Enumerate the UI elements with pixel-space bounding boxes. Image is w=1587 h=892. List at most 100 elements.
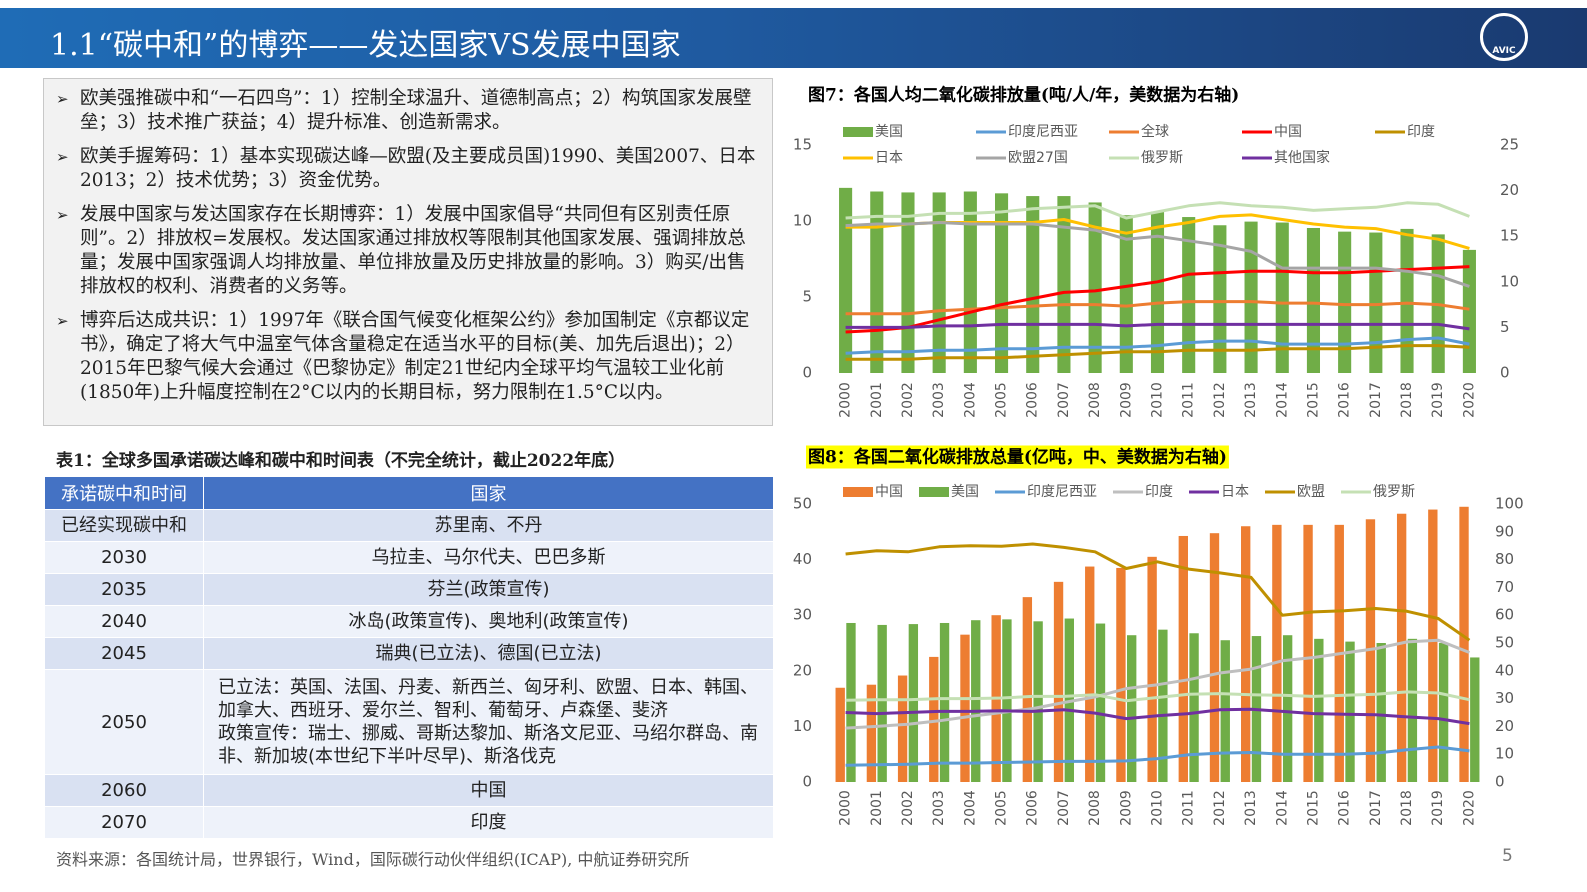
y2-tick-label: 40 (1495, 661, 1514, 679)
legend-label: 印度尼西亚 (1027, 484, 1097, 500)
bar (1147, 556, 1157, 782)
bar (897, 675, 908, 782)
line (845, 221, 1470, 288)
bar (877, 624, 887, 782)
line (845, 265, 1470, 334)
line (845, 336, 1470, 355)
y2-tick-label: 20 (1500, 181, 1519, 199)
bar (1189, 633, 1199, 782)
line (845, 690, 1470, 703)
x-tick-label: 2005 (994, 790, 1010, 826)
bar (866, 684, 877, 782)
bar (939, 622, 950, 782)
x-tick-label: 2001 (869, 382, 885, 418)
bar (1303, 524, 1313, 782)
chart-title: 图8：各国二氧化碳排放总量(亿吨，中、美数据为右轴) (808, 447, 1227, 468)
table-cell: 2030 (44, 541, 204, 574)
legend-label: 美国 (875, 124, 903, 140)
legend-label: 日本 (1221, 484, 1249, 500)
x-tick-label: 2007 (1056, 790, 1072, 826)
bar (1462, 249, 1476, 373)
bar (1026, 196, 1040, 373)
table-cell: 已经实现碳中和 (44, 509, 204, 542)
table-row: 2035 芬兰(政策宣传) (44, 573, 774, 606)
bar (1095, 623, 1106, 782)
logo: AVIC (1480, 13, 1528, 61)
table-row: 2045 瑞典(已立法)、德国(已立法) (44, 637, 774, 670)
legend-swatch (843, 487, 873, 497)
bar (1244, 221, 1258, 373)
table-row: 2050 已立法：英国、法国、丹麦、新西兰、匈牙利、欧盟、日本、韩国、加拿大、西班… (44, 669, 774, 775)
bar (971, 620, 981, 782)
y2-tick-label: 25 (1500, 136, 1519, 154)
table-cell: 2070 (44, 806, 204, 839)
line (845, 638, 1470, 730)
bar (1002, 619, 1012, 782)
bar (1150, 211, 1165, 373)
y2-tick-label: 0 (1500, 364, 1510, 382)
y2-tick-label: 20 (1495, 717, 1514, 735)
bar (1178, 535, 1188, 782)
bullet: 博弈后达成共识：1）1997年《联合国气候变化框架公约》参加国制定《京都议定书》… (56, 309, 758, 405)
chart: 图8：各国二氧化碳排放总量(亿吨，中、美数据为右轴) 0 10 20 30 40 50 0 1… (793, 445, 1524, 826)
y-tick-label: 0 (802, 364, 812, 382)
legend-label: 俄罗斯 (1373, 484, 1415, 500)
table-cell: 印度 (203, 806, 774, 839)
legend-label: 印度 (1407, 124, 1435, 140)
legend-swatch (919, 487, 949, 497)
x-tick-label: 2012 (1212, 382, 1228, 418)
table-cell: 乌拉圭、马尔代夫、巴巴多斯 (203, 541, 774, 574)
table-cell: 2045 (44, 637, 204, 670)
y2-tick-label: 30 (1495, 689, 1514, 707)
y-tick-label: 30 (793, 606, 812, 624)
x-tick-label: 2019 (1430, 382, 1446, 418)
x-tick-label: 2011 (1181, 790, 1197, 826)
bar (1272, 524, 1282, 782)
legend-label: 欧盟27国 (1008, 150, 1068, 166)
y2-tick-label: 10 (1500, 272, 1519, 290)
x-tick-label: 2001 (869, 790, 885, 826)
table-header: 承诺碳中和时间 (44, 476, 204, 510)
y-tick-label: 50 (793, 495, 812, 513)
x-tick-label: 2009 (1118, 790, 1134, 826)
bar (835, 687, 845, 782)
page-number: 5 (1502, 846, 1513, 866)
x-tick-label: 2003 (931, 790, 947, 826)
bar (963, 191, 977, 373)
y2-tick-label: 15 (1500, 227, 1519, 245)
x-tick-label: 2020 (1461, 382, 1477, 418)
bar (1314, 638, 1324, 782)
bullet: 发展中国家与发达国家存在长期博弈：1）发展中国家倡导“共同但有区别责任原则”。2… (56, 203, 758, 299)
x-tick-label: 2000 (838, 382, 854, 418)
bar (870, 191, 884, 373)
slide-title: 1.1“碳中和”的博弈——发达国家VS发展中国家 (50, 28, 681, 63)
y2-tick-label: 90 (1495, 522, 1514, 540)
x-tick-label: 2002 (900, 790, 916, 826)
y-tick-label: 15 (793, 136, 812, 154)
bar (1158, 629, 1168, 782)
x-tick-label: 2003 (931, 382, 947, 418)
table-row: 2030 乌拉圭、马尔代夫、巴巴多斯 (44, 541, 774, 574)
x-tick-label: 2005 (994, 382, 1010, 418)
x-tick-label: 2014 (1274, 382, 1290, 418)
bar (901, 192, 915, 373)
line (845, 300, 1470, 316)
legend-label: 中国 (1274, 124, 1302, 140)
y2-tick-label: 70 (1495, 578, 1514, 596)
bar (1345, 641, 1355, 782)
x-tick-label: 2020 (1461, 790, 1477, 826)
bar (1282, 635, 1293, 782)
x-tick-label: 2013 (1243, 790, 1259, 826)
line (845, 707, 1470, 726)
cell-paragraph: 已立法：英国、法国、丹麦、新西兰、匈牙利、欧盟、日本、韩国、加拿大、西班牙、爱尔… (218, 677, 758, 721)
bar (1376, 643, 1386, 782)
table-header: 国家 (203, 476, 774, 510)
table-row: 已经实现碳中和 苏里南、不丹 (44, 509, 774, 542)
table: 承诺碳中和时间 国家 已经实现碳中和 苏里南、不丹 2030 乌拉圭、马尔代夫、巴巴多… (44, 476, 774, 839)
bar (1396, 513, 1407, 782)
x-tick-label: 2004 (962, 790, 978, 826)
x-tick-label: 2008 (1087, 382, 1103, 418)
line (845, 201, 1470, 220)
bar (1306, 227, 1321, 373)
